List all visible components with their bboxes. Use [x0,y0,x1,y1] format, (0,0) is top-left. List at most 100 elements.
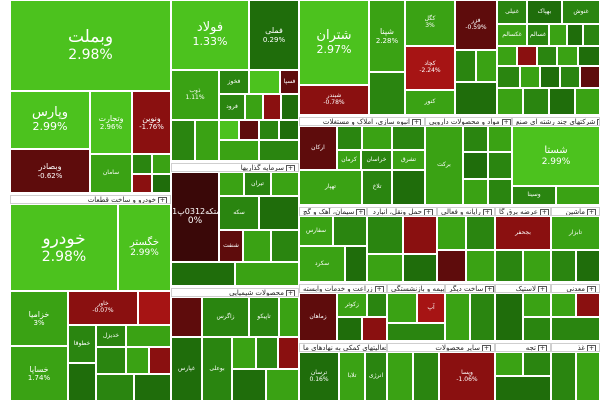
pharma-small-d[interactable] [488,152,512,179]
tile-khsapa[interactable]: خساپا 1.74% [10,346,68,401]
pharma-small-c[interactable] [463,152,488,179]
right-small-d[interactable] [497,46,517,66]
right-small-f[interactable] [537,46,557,66]
right-small-o[interactable] [523,88,549,115]
group-header-khodro[interactable]: خودرو و ساخت قطعات + [10,195,171,204]
trans-small-a[interactable] [367,216,403,254]
metal-small-f[interactable] [195,120,219,161]
house-small-d[interactable] [392,170,425,205]
auto-small-a[interactable] [138,291,171,325]
chem-small-g[interactable] [266,369,299,401]
group-header-sayer[interactable]: سایر محصولات + [387,343,495,352]
metal-small-k[interactable] [219,140,259,161]
tile-shenzan[interactable]: شنفت [219,230,243,262]
rub-small-a[interactable] [495,293,523,341]
tile-kegol[interactable]: کگل 3% [405,0,455,46]
auto-small-c[interactable] [68,363,96,401]
tile-tlakh[interactable]: تلاخ [362,170,392,205]
ins-small-a[interactable] [387,293,417,323]
right-small-g[interactable] [557,46,578,66]
tile-shpna[interactable]: شپنا 2.28% [369,0,405,72]
util-small-a[interactable] [495,250,523,282]
tile-kchad[interactable]: کچاد -2.24% [405,46,455,90]
rub-small-b[interactable] [523,293,551,317]
tile-fazar[interactable]: فزر -0.59% [455,0,497,50]
pharma-small-f[interactable] [488,179,512,205]
tile-tipiko[interactable]: تاپیکو [249,297,279,337]
tile-zmahan[interactable]: زماهان [299,293,337,341]
eq-small-b[interactable] [523,352,551,376]
tile-vpsan[interactable]: وپسا -1.06% [439,352,495,401]
group-header-madeni[interactable]: معدنی + [551,284,600,293]
pharma-small-b[interactable] [488,126,512,152]
tile-vtejarat[interactable]: وتجارت 2.96% [90,91,132,154]
tile-vsina[interactable]: وسینا [512,186,556,205]
tile-skord[interactable]: سکرد [299,246,345,282]
tile-ghpars[interactable]: غپارس [171,337,202,401]
auto-small-d[interactable] [96,347,126,374]
tile-vbsader[interactable]: وبصادر -0.62% [10,149,90,193]
group-header-zeraat[interactable]: زراعت و خدمات وابسته + [299,284,387,293]
trans-small-c[interactable] [367,254,403,282]
tile-fkhuz[interactable]: فخوز [219,70,249,94]
comp-small-b[interactable] [466,216,495,250]
inv-small-e[interactable] [271,230,299,262]
group-header-maliyeh[interactable]: سرمایه گذاریها + [171,163,299,172]
misc-small-b[interactable] [413,352,439,401]
chem-small-b[interactable] [279,297,299,337]
tile-khgostar[interactable]: خگستر 2.99% [118,204,171,291]
inv-small-f[interactable] [171,262,235,286]
tile-vbajar[interactable]: بجحفر [495,216,551,250]
group-header-sakhtemani[interactable]: ساخت دیگر + [445,284,495,293]
right-small-j[interactable] [520,66,540,88]
tile-gbehnoush[interactable]: بهپاک [527,0,562,24]
right-small-n[interactable] [497,88,523,115]
trans-small-d[interactable] [403,254,437,282]
pharma-small-a[interactable] [463,126,488,152]
group-header-ghaza[interactable]: غذ + [551,343,600,352]
util-small-b[interactable] [523,250,551,282]
tile-shastan[interactable]: شستا 2.99% [512,126,600,186]
tile-khodro[interactable]: خودرو 2.98% [10,204,118,291]
cem-small-b[interactable] [345,246,367,282]
tile-sfars[interactable]: سفارس [299,216,333,246]
tile-tabzar[interactable]: تابزار [551,216,600,250]
auto-small-h[interactable] [134,374,171,401]
mach-small-b[interactable] [576,250,600,282]
mine-small-b[interactable] [476,50,497,82]
min-small-b[interactable] [576,293,600,317]
chem-small-a[interactable] [171,297,202,337]
tile-krman[interactable]: کرمان [337,150,361,170]
comp-small-a[interactable] [437,216,466,250]
tile-rkaran[interactable]: ارکان [299,126,337,170]
tile-apadana[interactable]: آپ [417,293,445,323]
tile-anzali[interactable]: انرژی [365,352,387,401]
group-header-lastic[interactable]: لاستیک + [495,284,551,293]
min-small-c[interactable] [551,317,600,341]
inv-small-b[interactable] [271,172,299,196]
tile-knour[interactable]: کنور [405,90,455,115]
chem-small-e[interactable] [278,337,299,369]
inv-small-c[interactable] [259,196,299,230]
min-small-a[interactable] [551,293,576,317]
house-small-a[interactable] [337,126,362,150]
chem-small-d[interactable] [256,337,278,369]
metal-small-j[interactable] [279,120,299,140]
tile-khras[interactable]: خراسان [361,150,392,170]
bank-small-b[interactable] [152,154,171,174]
group-header-siman[interactable]: سیمان، آهک و گچ + [299,207,367,216]
inv-small-a[interactable] [219,172,244,196]
mach-small-a[interactable] [551,250,576,282]
metal-small-h[interactable] [239,120,259,140]
auto-small-f[interactable] [149,347,171,374]
metal-small-g[interactable] [219,120,239,140]
tile-shbandar[interactable]: شبندر -0.78% [299,85,369,115]
mine-small-c[interactable] [455,82,497,115]
tile-khavar[interactable]: خاور -0.07% [68,291,138,325]
other-small-b[interactable] [470,293,495,341]
bank-small-c[interactable] [132,174,152,193]
cem-small-a[interactable] [333,216,367,246]
agri-small-a[interactable] [367,293,387,317]
group-header-haml[interactable]: حمل ونقل، انبارد + [367,207,437,216]
bank-small-a[interactable] [132,154,152,174]
